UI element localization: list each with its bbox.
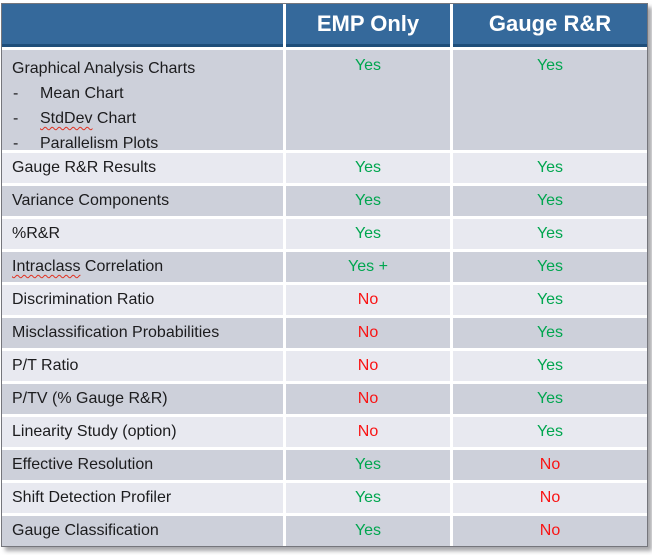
emp-only-value: Yes <box>286 483 450 513</box>
emp-only-value: No <box>286 417 450 447</box>
header-cell-gauge-rr: Gauge R&R <box>453 4 647 47</box>
table-row: Gauge R&R Results Yes Yes <box>2 153 647 183</box>
feature-label: Gauge R&R Results <box>12 159 157 176</box>
gauge-rr-value: Yes <box>453 50 647 150</box>
emp-only-value: No <box>286 351 450 381</box>
emp-only-value: Yes <box>286 219 450 249</box>
feature-label-cell: %R&R <box>2 219 283 249</box>
bullet-text: Parallelism Plots <box>40 135 159 152</box>
header-row: EMP Only Gauge R&R <box>2 4 647 47</box>
emp-only-value: No <box>286 384 450 414</box>
bullet-item: - Parallelism Plots <box>12 131 283 156</box>
feature-label: Linearity Study (option) <box>12 423 177 440</box>
table-row: Effective Resolution Yes No <box>2 450 647 480</box>
table-row: Graphical Analysis Charts - Mean Chart - Std… <box>2 50 647 152</box>
emp-only-value: Yes <box>286 50 450 150</box>
gauge-rr-value: No <box>453 516 647 546</box>
header-cell-emp-only: EMP Only <box>286 4 450 47</box>
gauge-rr-value: Yes <box>453 153 647 183</box>
feature-label-cell: Discrimination Ratio <box>2 285 283 315</box>
header-cell-feature <box>2 4 283 47</box>
bullet-dash: - <box>13 135 19 152</box>
squiggle-word: StdDev <box>40 110 93 127</box>
feature-label-cell: Effective Resolution <box>2 450 283 480</box>
feature-label-cell: Variance Components <box>2 186 283 216</box>
feature-label: Effective Resolution <box>12 456 154 473</box>
feature-label-cell: Misclassification Probabilities <box>2 318 283 348</box>
feature-label: Gauge Classification <box>12 522 159 539</box>
gauge-rr-value: No <box>453 450 647 480</box>
feature-label-cell: P/TV (% Gauge R&R) <box>2 384 283 414</box>
emp-only-value: No <box>286 318 450 348</box>
bullet-dash: - <box>13 85 19 102</box>
feature-label-cell: Gauge R&R Results <box>2 153 283 183</box>
squiggle-word: Intraclass <box>12 258 81 275</box>
feature-label: Shift Detection Profiler <box>12 489 172 506</box>
bullet-dash: - <box>13 110 19 127</box>
feature-label: Intraclass Correlation <box>12 258 164 275</box>
table-row: Intraclass Correlation Yes + Yes <box>2 252 647 282</box>
emp-only-value: Yes <box>286 516 450 546</box>
table-row: Variance Components Yes Yes <box>2 186 647 216</box>
gauge-rr-value: Yes <box>453 252 647 282</box>
feature-label: Variance Components <box>12 192 170 209</box>
feature-label: P/TV (% Gauge R&R) <box>12 390 168 407</box>
gauge-rr-value: Yes <box>453 318 647 348</box>
table-row: Linearity Study (option) No Yes <box>2 417 647 447</box>
emp-only-value: Yes <box>286 153 450 183</box>
feature-label-cell: Intraclass Correlation <box>2 252 283 282</box>
emp-only-value: Yes <box>286 186 450 216</box>
table-row: P/T Ratio No Yes <box>2 351 647 381</box>
emp-only-value: No <box>286 285 450 315</box>
feature-label: Graphical Analysis Charts <box>12 60 196 77</box>
gauge-rr-value: Yes <box>453 186 647 216</box>
emp-only-value: Yes <box>286 450 450 480</box>
gauge-rr-value: Yes <box>453 285 647 315</box>
gauge-rr-value: No <box>453 483 647 513</box>
table-row: Gauge Classification Yes No <box>2 516 647 546</box>
feature-label-cell: Linearity Study (option) <box>2 417 283 447</box>
bullet-item: - Mean Chart <box>12 81 283 106</box>
table-row: Misclassification Probabilities No Yes <box>2 318 647 348</box>
bullet-text: StdDev Chart <box>40 110 137 127</box>
table-row: Discrimination Ratio No Yes <box>2 285 647 315</box>
table-row: %R&R Yes Yes <box>2 219 647 249</box>
emp-only-value: Yes + <box>286 252 450 282</box>
feature-label: P/T Ratio <box>12 357 79 374</box>
bullet-text: Mean Chart <box>40 85 124 102</box>
feature-label: Misclassification Probabilities <box>12 324 220 341</box>
feature-label-cell: P/T Ratio <box>2 351 283 381</box>
feature-label: Discrimination Ratio <box>12 291 155 308</box>
gauge-rr-value: Yes <box>453 219 647 249</box>
gauge-rr-value: Yes <box>453 351 647 381</box>
feature-label: %R&R <box>12 225 61 242</box>
gauge-rr-value: Yes <box>453 384 647 414</box>
comparison-table: EMP Only Gauge R&R Graphical Analysis Ch… <box>1 3 648 547</box>
feature-label-cell: Shift Detection Profiler <box>2 483 283 513</box>
gauge-rr-value: Yes <box>453 417 647 447</box>
feature-label-cell: Graphical Analysis Charts - Mean Chart - Std… <box>2 50 283 152</box>
feature-label-cell: Gauge Classification <box>2 516 283 546</box>
table-row: Shift Detection Profiler Yes No <box>2 483 647 513</box>
table-body: Graphical Analysis Charts - Mean Chart - Std… <box>2 50 647 546</box>
bullet-item: - StdDev Chart <box>12 106 283 131</box>
table-row: P/TV (% Gauge R&R) No Yes <box>2 384 647 414</box>
